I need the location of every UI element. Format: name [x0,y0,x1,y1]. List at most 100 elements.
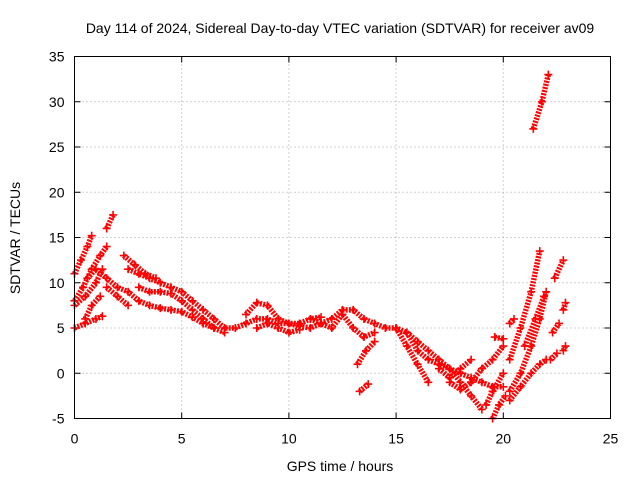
data-point-marker [96,251,105,260]
data-point-marker [535,247,544,256]
data-point-marker [81,292,90,301]
y-tick-label: 20 [49,184,65,200]
data-point-marker [306,324,315,332]
data-point-marker [516,324,525,332]
data-point-marker [434,364,443,373]
data-point-marker [499,334,508,343]
data-point-marker [362,346,371,355]
data-point-marker [488,355,497,364]
data-point-marker [349,324,358,332]
data-point-marker [177,307,186,316]
data-series-track-01 [72,234,95,275]
data-point-marker [516,382,525,391]
data-point-marker [456,364,465,373]
data-point-marker [561,298,570,307]
y-tick-label: 15 [49,230,65,246]
x-tick-label: 25 [603,431,619,447]
data-point-marker [370,319,379,328]
chart-title: Day 114 of 2024, Sidereal Day-to-day VTE… [86,20,595,36]
data-point-marker [327,314,336,323]
y-tick-label: -5 [52,411,65,427]
data-point-marker [252,314,261,323]
data-point-marker [359,333,368,342]
data-series-track-26 [507,357,548,403]
data-point-marker [284,319,293,328]
data-series-track-27 [507,250,543,361]
data-point-marker [209,314,218,323]
data-point-marker [79,283,88,292]
y-tick-label: 25 [49,139,65,155]
plot-area [70,70,570,423]
data-series-track-07 [85,266,226,336]
data-point-marker [381,324,390,332]
data-point-marker [166,305,175,314]
data-point-marker [156,304,165,313]
data-point-marker [91,265,100,274]
data-series-track-32 [550,321,562,335]
data-point-marker [516,369,525,378]
data-point-marker [199,305,208,314]
x-tick-label: 10 [281,431,297,447]
data-point-marker [145,274,154,283]
data-series-track-19 [405,330,485,412]
data-point-marker [113,283,122,292]
data-point-marker [424,346,433,355]
y-tick-label: 0 [57,365,65,381]
data-point-marker [434,355,443,364]
data-point-marker [252,298,261,307]
data-point-marker [505,387,514,396]
y-axis-label: SDTVAR / TECUs [7,182,23,294]
data-point-marker [134,283,143,292]
data-point-marker [561,342,570,351]
data-point-marker [306,314,315,323]
data-point-marker [413,337,422,346]
data-point-marker [102,283,111,292]
data-point-marker [349,305,358,314]
data-point-marker [263,319,272,328]
data-point-marker [402,342,411,351]
data-point-marker [177,287,186,296]
data-series-track-17 [357,382,370,394]
data-point-marker [317,319,326,328]
data-point-marker [535,360,544,369]
data-series-track-20 [437,357,473,381]
data-point-marker [134,269,143,278]
data-point-marker [445,378,454,387]
data-point-marker [87,231,96,240]
data-point-marker [134,296,143,305]
data-point-marker [87,301,96,310]
data-point-marker [490,333,499,342]
data-point-marker [96,292,105,301]
data-point-marker [392,324,401,332]
data-point-marker [370,337,379,346]
data-point-marker [252,324,261,332]
plot-frame [74,56,611,419]
data-point-marker [527,287,536,296]
data-point-marker [424,378,433,387]
data-point-marker [505,355,514,364]
data-point-marker [220,324,229,332]
data-point-marker [199,314,208,323]
data-point-marker [124,265,133,274]
data-point-marker [542,287,551,296]
data-point-marker [402,328,411,337]
data-point-marker [477,364,486,373]
x-axis-label: GPS time / hours [287,458,394,474]
data-point-marker [424,355,433,364]
data-point-marker [546,355,555,364]
data-series-track-31 [548,351,559,362]
data-point-marker [544,70,553,79]
data-point-marker [550,274,559,283]
data-series-track-06 [104,213,116,230]
data-point-marker [145,301,154,310]
data-series-track-03 [72,268,105,308]
data-point-marker [284,328,293,337]
data-point-marker [83,274,92,283]
data-point-marker [413,346,422,355]
data-series-track-05 [82,294,103,321]
data-point-marker [231,324,240,332]
data-point-marker [188,296,197,305]
data-point-marker [338,310,347,319]
data-point-marker [531,314,540,323]
data-series-track-25 [507,291,549,393]
